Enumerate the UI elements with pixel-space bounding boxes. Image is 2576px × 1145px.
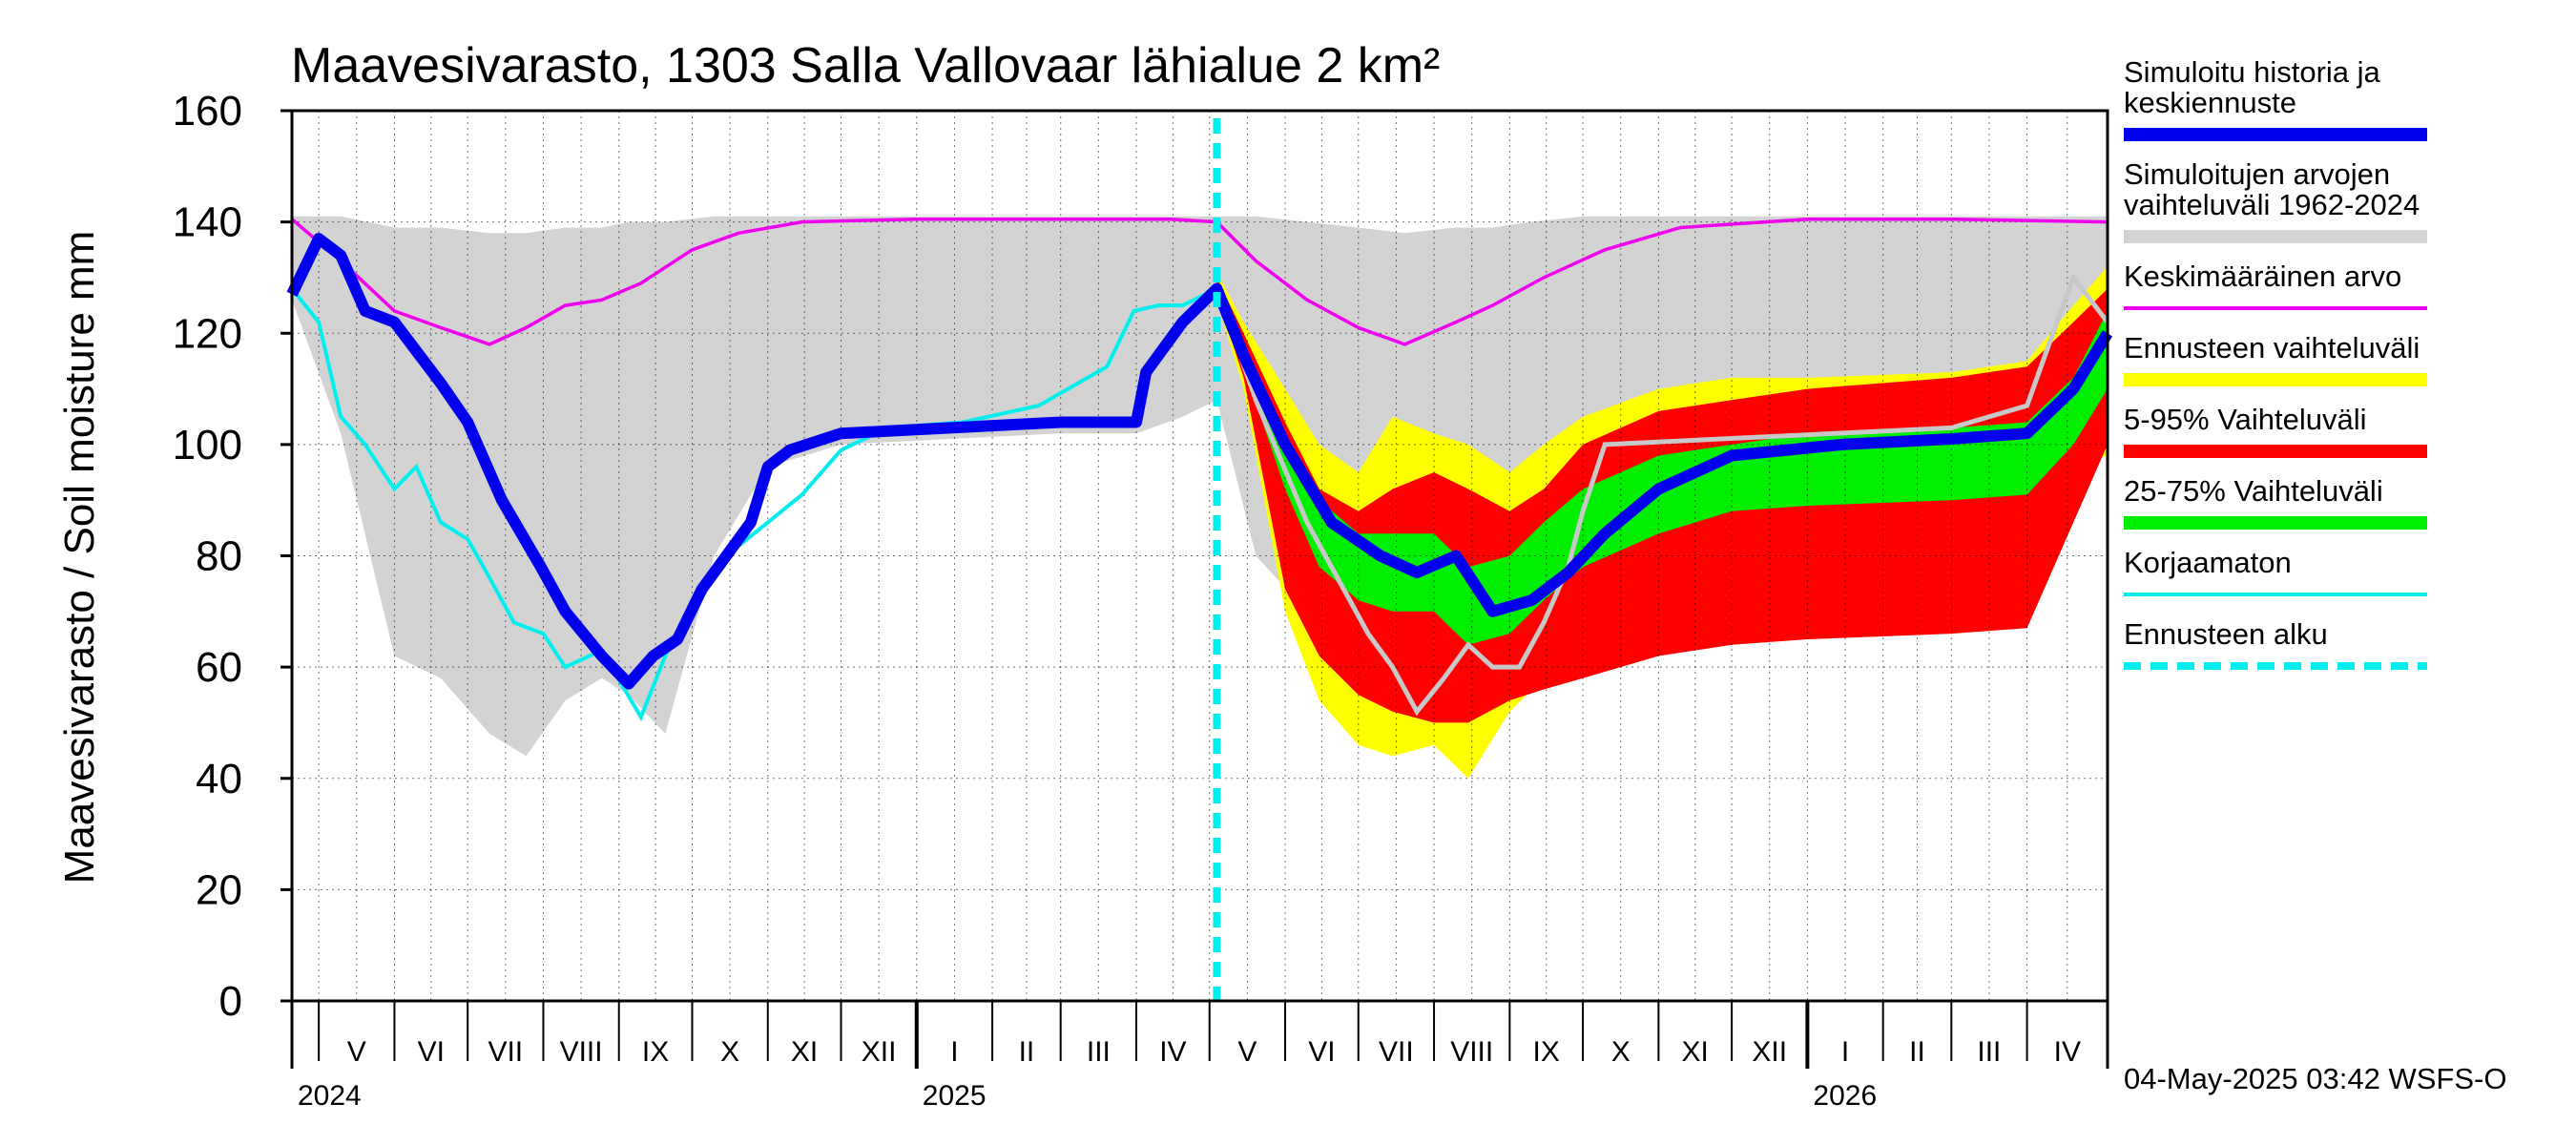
y-tick-label: 120 <box>173 310 242 357</box>
month-label: VII <box>1379 1036 1414 1068</box>
legend-label-forecast_range: Ennusteen vaihteluväli <box>2124 331 2420 364</box>
legend-label-simulated: keskiennuste <box>2124 86 2296 119</box>
mean-line <box>290 217 2109 346</box>
month-label: X <box>1611 1036 1631 1068</box>
year-label: 2024 <box>298 1080 362 1112</box>
y-tick-label: 140 <box>173 199 242 246</box>
month-label: VI <box>1308 1036 1335 1068</box>
month-label: V <box>1237 1036 1257 1068</box>
month-label: IX <box>1533 1036 1560 1068</box>
month-label: II <box>1909 1036 1925 1068</box>
month-label: VII <box>488 1036 523 1068</box>
uncorrected-forecast-line <box>1215 272 2109 717</box>
y-axis-label: Maavesivarasto / Soil moisture mm <box>56 231 103 885</box>
month-label: I <box>950 1036 958 1068</box>
year-label: 2025 <box>923 1080 987 1112</box>
month-label: XI <box>1682 1036 1709 1068</box>
legend-label-p25_75: 25-75% Vaihteluväli <box>2124 474 2383 508</box>
chart-title: Maavesivarasto, 1303 Salla Vallovaar läh… <box>291 38 1440 94</box>
lines-layer <box>286 118 2113 1001</box>
month-label: V <box>347 1036 366 1068</box>
month-label: XI <box>791 1036 818 1068</box>
month-label: VIII <box>560 1036 603 1068</box>
y-tick-label: 80 <box>196 533 242 580</box>
month-label: XII <box>1752 1036 1787 1068</box>
month-label: VIII <box>1450 1036 1493 1068</box>
y-tick-label: 60 <box>196 644 242 691</box>
legend-label-range: vaihteluväli 1962-2024 <box>2124 188 2420 221</box>
y-tick-label: 0 <box>219 978 242 1025</box>
uncorrected-line <box>290 286 1218 722</box>
y-tick-label: 160 <box>173 88 242 135</box>
year-label: 2026 <box>1813 1080 1877 1112</box>
p25-75-band <box>1216 282 2108 645</box>
legend-label-uncorrected: Korjaamaton <box>2124 546 2292 579</box>
legend-label-p5_95: 5-95% Vaihteluväli <box>2124 403 2366 436</box>
month-label: VI <box>418 1036 445 1068</box>
month-label: IV <box>2054 1036 2081 1068</box>
legend-label-range: Simuloitujen arvojen <box>2124 157 2390 191</box>
legend-label-forecast_start: Ennusteen alku <box>2124 617 2328 651</box>
legend-label-simulated: Simuloitu historia ja <box>2124 55 2381 89</box>
y-tick-label: 40 <box>196 756 242 802</box>
footer-timestamp: 04-May-2025 03:42 WSFS-O <box>2124 1062 2506 1095</box>
month-label: I <box>1841 1036 1849 1068</box>
month-label: XII <box>862 1036 897 1068</box>
month-label: III <box>1087 1036 1111 1068</box>
month-label: X <box>720 1036 739 1068</box>
simulated-line <box>286 233 2113 690</box>
month-label: IX <box>642 1036 669 1068</box>
historical-range-band <box>292 216 2108 757</box>
bands-layer <box>292 216 2108 779</box>
y-tick-label: 100 <box>173 422 242 468</box>
y-tick-label: 20 <box>196 866 242 913</box>
legend-label-mean: Keskimääräinen arvo <box>2124 260 2401 293</box>
month-label: II <box>1019 1036 1035 1068</box>
month-label: III <box>1977 1036 2001 1068</box>
month-label: IV <box>1159 1036 1186 1068</box>
